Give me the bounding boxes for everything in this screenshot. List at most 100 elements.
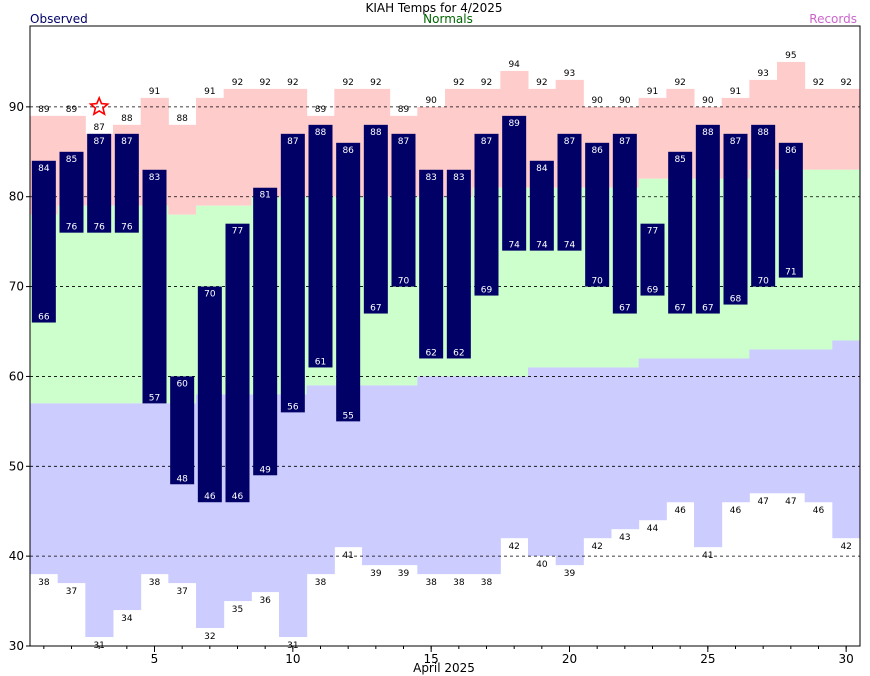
record-low-label: 34 [121, 614, 133, 624]
y-tick-label: 80 [9, 190, 24, 204]
observed-bar [87, 133, 112, 233]
record-high-label: 89 [315, 105, 327, 115]
plot-frame [29, 25, 861, 647]
x-tick-label: 15 [424, 652, 439, 666]
x-tick-label: 25 [700, 652, 715, 666]
observed-low-label: 56 [287, 402, 299, 412]
record-low-label: 38 [425, 578, 437, 588]
observed-high-label: 88 [370, 128, 382, 138]
record-high-label: 92 [536, 78, 547, 88]
observed-bar [225, 223, 250, 503]
record-high-label: 92 [453, 78, 464, 88]
record-low-band [528, 367, 557, 557]
record-low-label: 47 [757, 497, 768, 507]
record-low-band [445, 376, 474, 575]
record-high-label: 95 [785, 51, 796, 61]
observed-low-label: 71 [785, 268, 796, 278]
record-low-band [389, 385, 418, 566]
observed-low-label: 67 [702, 304, 713, 314]
observed-low-label: 62 [425, 348, 436, 358]
legend-observed: Observed [30, 12, 88, 26]
record-low-band [721, 358, 750, 503]
record-low-band [417, 376, 446, 575]
observed-high-label: 89 [508, 119, 520, 129]
observed-low-label: 74 [508, 241, 520, 251]
observed-bar [363, 124, 388, 314]
observed-high-label: 86 [785, 146, 797, 156]
observed-high-label: 84 [536, 164, 548, 174]
observed-bar [695, 124, 720, 314]
record-low-band [279, 394, 308, 638]
record-low-band [583, 367, 612, 539]
normal-band [85, 205, 114, 404]
observed-high-label: 83 [149, 173, 160, 183]
record-high-label: 92 [813, 78, 824, 88]
record-low-band [749, 349, 778, 494]
observed-low-label: 76 [66, 223, 78, 233]
record-high-band [223, 88, 252, 206]
normal-band [113, 205, 142, 404]
observed-high-label: 85 [66, 155, 77, 165]
observed-high-label: 87 [287, 137, 298, 147]
record-low-label: 43 [619, 533, 630, 543]
observed-high-label: 87 [564, 137, 575, 147]
record-high-label: 92 [287, 78, 298, 88]
grid-layer [30, 106, 860, 557]
observed-bar [280, 133, 305, 413]
observed-low-label: 67 [619, 304, 630, 314]
axes-layer: 30 40 50 60 70 80 90 5 10 15 20 25 30 [9, 25, 861, 666]
record-low-label: 35 [232, 605, 243, 615]
record-high-label: 92 [259, 78, 270, 88]
observed-bar [253, 187, 278, 476]
record-high-label: 93 [564, 69, 575, 79]
record-high-label: 89 [66, 105, 78, 115]
observed-low-label: 55 [342, 411, 353, 421]
record-low-band [57, 403, 86, 584]
x-tick-label: 5 [151, 652, 159, 666]
record-low-label: 39 [370, 569, 382, 579]
record-low-band [140, 403, 169, 575]
record-high-band [196, 97, 225, 206]
record-low-label: 41 [702, 551, 713, 561]
normal-band [168, 214, 197, 404]
y-tick-label: 30 [9, 639, 24, 653]
record-low-label: 38 [315, 578, 327, 588]
record-low-label: 37 [66, 587, 77, 597]
record-high-label: 92 [840, 78, 851, 88]
observed-high-label: 87 [481, 137, 492, 147]
x-axis-label: April 2025 [413, 661, 475, 675]
observed-high-label: 70 [204, 290, 216, 300]
observed-high-label: 83 [453, 173, 464, 183]
record-low-band [472, 376, 501, 575]
record-low-label: 32 [204, 632, 215, 642]
observed-bar [751, 124, 776, 287]
observed-bar [529, 160, 554, 251]
record-high-label: 92 [232, 78, 243, 88]
observed-high-label: 87 [121, 137, 132, 147]
observed-low-label: 67 [674, 304, 685, 314]
observed-high-label: 85 [674, 155, 685, 165]
legend-records: Records [809, 12, 857, 26]
observed-low-label: 61 [315, 357, 326, 367]
observed-low-label: 70 [398, 277, 410, 287]
record-low-label: 42 [508, 542, 519, 552]
record-low-label: 38 [38, 578, 50, 588]
observed-bar [557, 133, 582, 251]
record-low-label: 39 [398, 569, 410, 579]
observed-high-label: 87 [398, 137, 409, 147]
observed-low-label: 66 [38, 313, 50, 323]
observed-bar [419, 169, 444, 359]
observed-bar [585, 142, 610, 287]
record-low-band [694, 358, 723, 548]
record-low-band [638, 358, 667, 521]
observed-low-label: 74 [536, 241, 548, 251]
record-high-label: 91 [204, 87, 215, 97]
observed-low-label: 62 [453, 348, 464, 358]
normal-band [57, 205, 86, 404]
record-low-label: 46 [813, 506, 825, 516]
observed-low-label: 68 [730, 295, 742, 305]
record-high-label: 87 [93, 123, 104, 133]
record-low-band [804, 349, 833, 503]
record-low-label: 46 [730, 506, 742, 516]
